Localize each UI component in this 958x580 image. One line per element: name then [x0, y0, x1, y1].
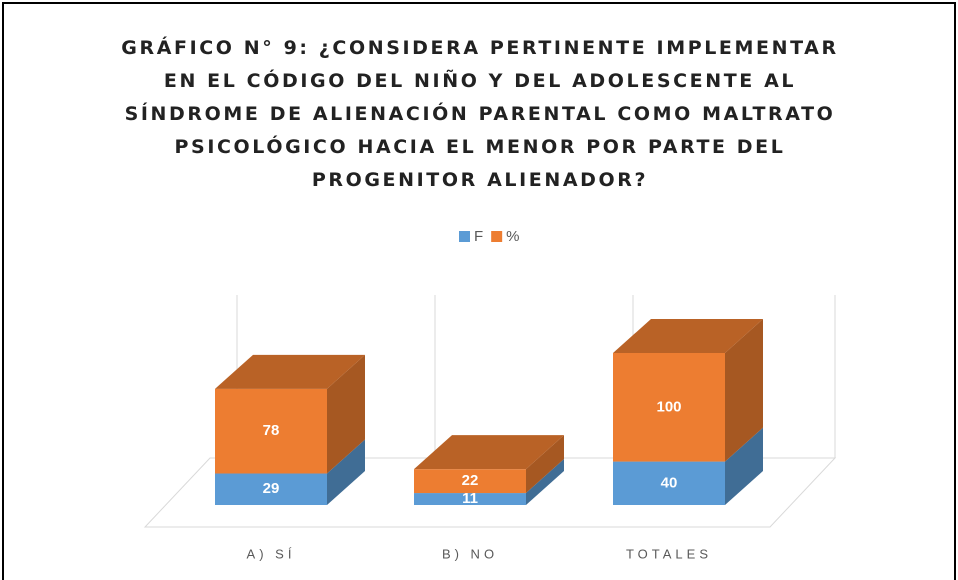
bar-side: [725, 427, 763, 505]
bar-top: [215, 354, 365, 389]
bar-side: [327, 439, 365, 505]
legend-label: %: [506, 228, 519, 245]
bar-top: [414, 435, 564, 470]
bar: [215, 388, 327, 474]
data-label: 11: [462, 490, 478, 507]
x-tick-label: A) SÍ: [247, 546, 296, 561]
x-tick-label: B) NO: [442, 546, 498, 561]
bar: [414, 469, 526, 494]
title-box: GRÁFICO N° 9: ¿CONSIDERA PERTINENTE IMPL…: [121, 37, 839, 191]
legend-swatch: [459, 231, 470, 242]
bar: [215, 473, 327, 505]
legend-swatch: [491, 231, 503, 242]
data-label: 78: [263, 422, 280, 439]
data-label: 100: [656, 398, 681, 415]
data-label: 40: [661, 474, 678, 491]
bar-top: [613, 319, 763, 353]
chart-title: GRÁFICO N° 9: ¿CONSIDERA PERTINENTE IMPL…: [121, 37, 839, 191]
bar-side: [526, 459, 564, 505]
bar: [414, 493, 526, 505]
data-label: 22: [462, 472, 479, 489]
bar-side: [725, 319, 763, 462]
bar: [613, 353, 725, 462]
bar: [613, 461, 725, 505]
legend-label: F: [474, 228, 483, 245]
bar-side: [526, 435, 564, 494]
x-tick-label: TOTALES: [626, 546, 712, 561]
bar-side: [327, 354, 365, 474]
data-label: 29: [263, 480, 280, 497]
